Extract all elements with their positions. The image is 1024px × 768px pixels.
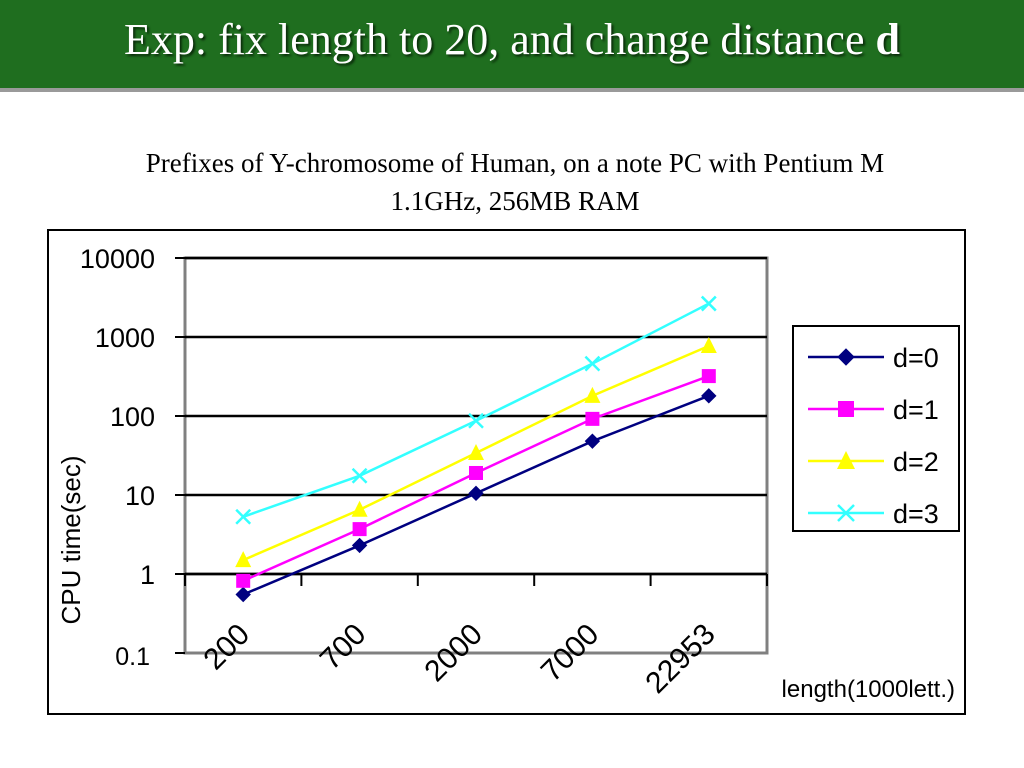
legend-label: d=3	[893, 499, 939, 529]
data-point	[584, 433, 601, 449]
slide-title-variable: d	[875, 15, 900, 64]
series-d=3	[235, 295, 717, 525]
legend-box	[792, 325, 960, 532]
y-tick-label: 1000	[95, 323, 155, 353]
data-point	[838, 401, 854, 417]
legend-item: d=0	[808, 343, 939, 373]
data-point	[701, 388, 717, 404]
data-point	[700, 295, 717, 312]
data-point	[235, 586, 251, 603]
title-bar: Exp: fix length to 20, and change distan…	[0, 0, 1024, 88]
legend-item: d=2	[808, 447, 939, 477]
legend-label: d=0	[893, 343, 939, 373]
x-axis-label: length(1000lett.)	[782, 676, 955, 703]
data-point	[468, 444, 484, 461]
chart-caption-line-2: 1.1GHz, 256MB RAM	[390, 186, 640, 216]
y-tick-label: 10000	[80, 244, 155, 274]
legend-item: d=1	[808, 395, 939, 425]
chart-caption-line-1: Prefixes of Y-chromosome of Human, on a …	[145, 148, 885, 178]
data-point	[351, 500, 368, 517]
data-point	[837, 348, 855, 366]
data-point	[351, 537, 368, 554]
data-point	[352, 522, 367, 537]
y-tick-label: 0.1	[115, 643, 150, 671]
series-d=0	[235, 388, 717, 603]
chart-caption: Prefixes of Y-chromosome of Human, on a …	[40, 144, 990, 220]
legend-item: d=3	[808, 499, 939, 529]
data-point	[585, 411, 600, 426]
data-point	[469, 465, 483, 480]
data-point	[700, 336, 717, 353]
slide-title: Exp: fix length to 20, and change distan…	[0, 14, 1024, 65]
y-tick-label: 1	[140, 560, 155, 590]
data-point	[584, 386, 601, 403]
data-point	[584, 355, 601, 372]
data-point	[837, 504, 855, 522]
data-point	[837, 451, 855, 469]
y-tick-label: 100	[110, 402, 155, 432]
series-d=1	[236, 369, 716, 588]
series-layer	[235, 295, 717, 603]
series-d=2	[235, 336, 717, 568]
data-point	[701, 369, 716, 384]
data-point	[235, 508, 252, 525]
y-tick-label: 10	[125, 481, 155, 511]
data-point	[236, 573, 251, 588]
legend: d=0 d=1 d=2 d=3	[792, 325, 960, 532]
y-axis-label: CPU time(sec)	[56, 455, 86, 624]
data-point	[235, 551, 252, 568]
data-point	[351, 467, 368, 484]
data-point	[468, 485, 484, 502]
data-point	[468, 412, 484, 429]
legend-label: d=1	[893, 395, 939, 425]
legend-label: d=2	[893, 447, 939, 477]
slide-title-main: Exp: fix length to 20, and change distan…	[124, 15, 876, 64]
